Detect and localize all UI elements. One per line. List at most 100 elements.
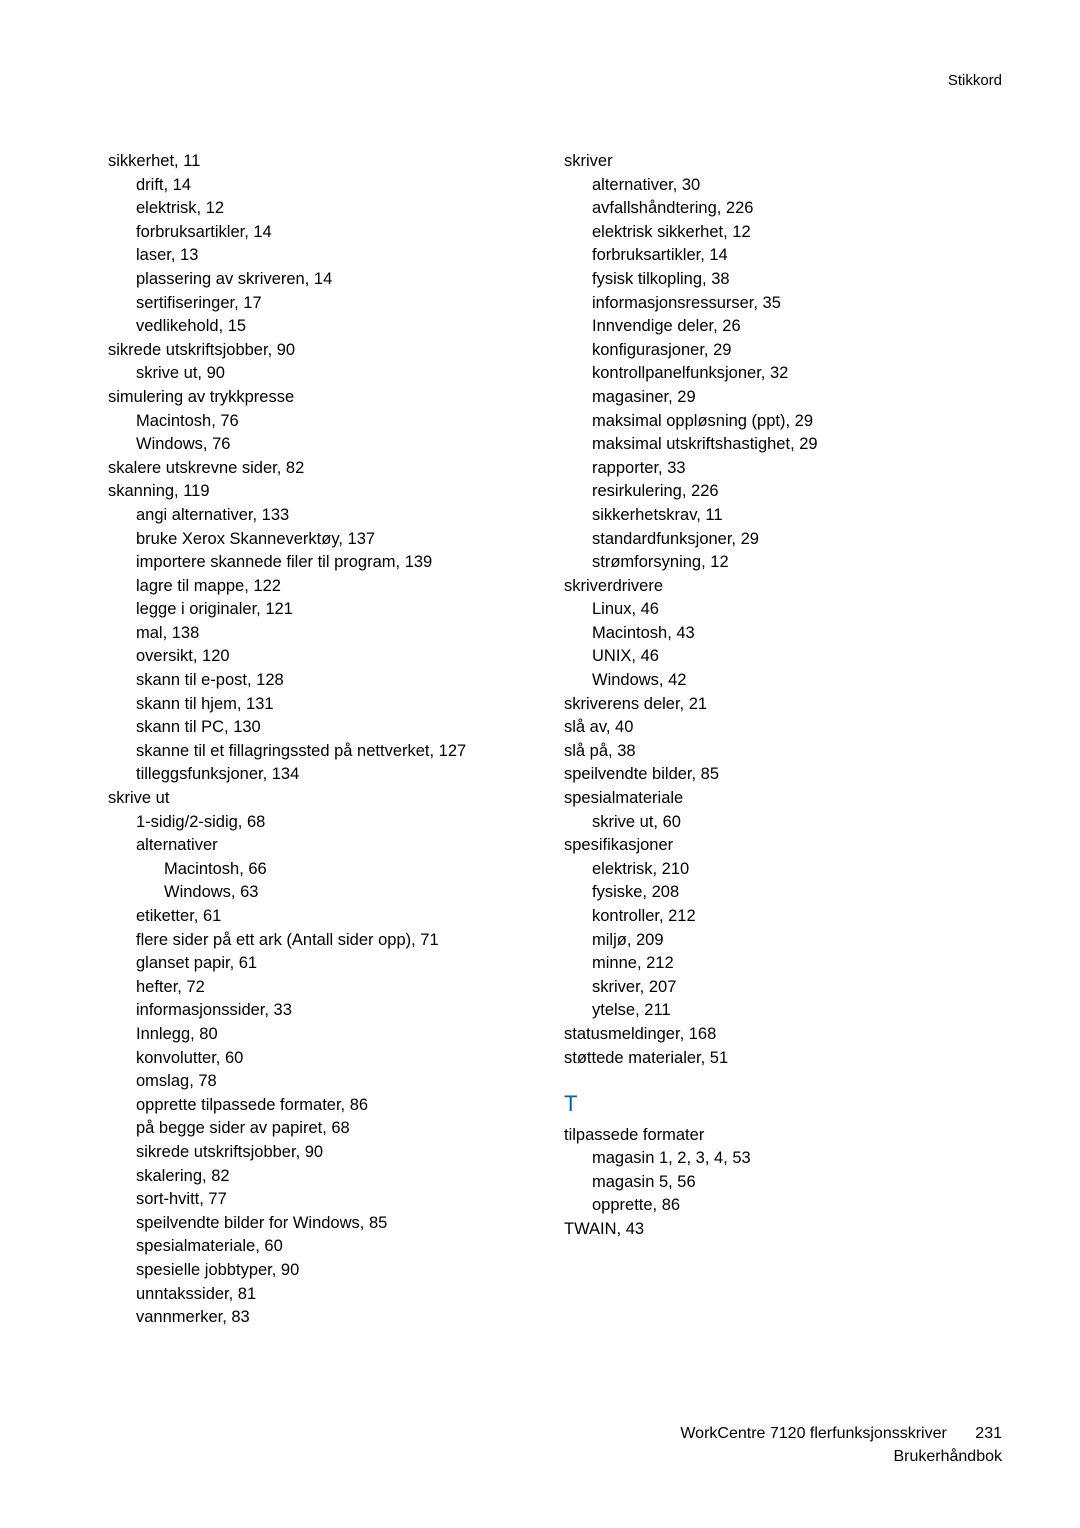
- index-entry: konfigurasjoner, 29: [592, 339, 1002, 363]
- index-entry: lagre til mappe, 122: [136, 575, 546, 599]
- index-content: sikkerhet, 11drift, 14elektrisk, 12forbr…: [108, 150, 1002, 1330]
- page-footer: WorkCentre 7120 flerfunksjonsskriver 231…: [680, 1423, 1002, 1468]
- index-entry: elektrisk sikkerhet, 12: [592, 221, 1002, 245]
- index-entry: kontroller, 212: [592, 905, 1002, 929]
- index-entry: ytelse, 211: [592, 999, 1002, 1023]
- index-entry: elektrisk, 12: [136, 197, 546, 221]
- index-entry: glanset papir, 61: [136, 952, 546, 976]
- index-entry: TWAIN, 43: [564, 1218, 1002, 1242]
- page-header-title: Stikkord: [948, 72, 1002, 89]
- index-entry: skrive ut, 90: [136, 362, 546, 386]
- index-entry: forbruksartikler, 14: [136, 221, 546, 245]
- index-entry: etiketter, 61: [136, 905, 546, 929]
- index-entry: sikkerhetskrav, 11: [592, 504, 1002, 528]
- index-entry: UNIX, 46: [592, 645, 1002, 669]
- index-entry: kontrollpanelfunksjoner, 32: [592, 362, 1002, 386]
- index-entry: skriver: [564, 150, 1002, 174]
- index-entry: drift, 14: [136, 174, 546, 198]
- index-entry: skriverdrivere: [564, 575, 1002, 599]
- index-entry: spesifikasjoner: [564, 834, 1002, 858]
- section-letter-t: T: [564, 1088, 1002, 1119]
- index-entry: tilpassede formater: [564, 1124, 1002, 1148]
- index-entry: unntakssider, 81: [136, 1283, 546, 1307]
- index-entry: konvolutter, 60: [136, 1047, 546, 1071]
- index-entry: skalere utskrevne sider, 82: [108, 457, 546, 481]
- index-entry: fysisk tilkopling, 38: [592, 268, 1002, 292]
- index-entry: tilleggsfunksjoner, 134: [136, 763, 546, 787]
- index-entry: speilvendte bilder, 85: [564, 763, 1002, 787]
- index-entry: avfallshåndtering, 226: [592, 197, 1002, 221]
- footer-page-number: 231: [975, 1423, 1002, 1445]
- footer-doc-title: Brukerhåndbok: [893, 1448, 1002, 1465]
- index-entry: oversikt, 120: [136, 645, 546, 669]
- index-entry: importere skannede filer til program, 13…: [136, 551, 546, 575]
- index-entry: magasiner, 29: [592, 386, 1002, 410]
- index-entry: skann til PC, 130: [136, 716, 546, 740]
- index-entry: skalering, 82: [136, 1165, 546, 1189]
- index-entry: Linux, 46: [592, 598, 1002, 622]
- index-entry: strømforsyning, 12: [592, 551, 1002, 575]
- index-entry: skriver, 207: [592, 976, 1002, 1000]
- index-entry: skrive ut, 60: [592, 811, 1002, 835]
- index-column-right: skriveralternativer, 30avfallshåndtering…: [564, 150, 1002, 1330]
- index-entry: minne, 212: [592, 952, 1002, 976]
- index-entry: omslag, 78: [136, 1070, 546, 1094]
- index-entry: Innlegg, 80: [136, 1023, 546, 1047]
- index-entry: Windows, 42: [592, 669, 1002, 693]
- index-entry: maksimal oppløsning (ppt), 29: [592, 410, 1002, 434]
- index-entry: standardfunksjoner, 29: [592, 528, 1002, 552]
- index-entry: rapporter, 33: [592, 457, 1002, 481]
- index-entry: på begge sider av papiret, 68: [136, 1117, 546, 1141]
- index-entry: simulering av trykkpresse: [108, 386, 546, 410]
- index-entry: resirkulering, 226: [592, 480, 1002, 504]
- index-entry: angi alternativer, 133: [136, 504, 546, 528]
- index-entry: spesialmateriale, 60: [136, 1235, 546, 1259]
- index-entry: Macintosh, 66: [164, 858, 546, 882]
- index-entry: Windows, 63: [164, 881, 546, 905]
- index-entry: skann til hjem, 131: [136, 693, 546, 717]
- index-entry: sort-hvitt, 77: [136, 1188, 546, 1212]
- index-entry: spesialmateriale: [564, 787, 1002, 811]
- index-entry: forbruksartikler, 14: [592, 244, 1002, 268]
- index-entry: Macintosh, 43: [592, 622, 1002, 646]
- footer-product: WorkCentre 7120 flerfunksjonsskriver: [680, 1425, 946, 1442]
- index-entry: mal, 138: [136, 622, 546, 646]
- index-entry: skriverens deler, 21: [564, 693, 1002, 717]
- index-entry: skanning, 119: [108, 480, 546, 504]
- index-entry: magasin 1, 2, 3, 4, 53: [592, 1147, 1002, 1171]
- index-entry: vedlikehold, 15: [136, 315, 546, 339]
- index-entry: sertifiseringer, 17: [136, 292, 546, 316]
- index-entry: statusmeldinger, 168: [564, 1023, 1002, 1047]
- index-entry: alternativer: [136, 834, 546, 858]
- index-entry: plassering av skriveren, 14: [136, 268, 546, 292]
- index-entry: skann til e-post, 128: [136, 669, 546, 693]
- index-entry: laser, 13: [136, 244, 546, 268]
- index-entry: miljø, 209: [592, 929, 1002, 953]
- index-entry: legge i originaler, 121: [136, 598, 546, 622]
- index-entry: opprette tilpassede formater, 86: [136, 1094, 546, 1118]
- index-column-left: sikkerhet, 11drift, 14elektrisk, 12forbr…: [108, 150, 546, 1330]
- index-entry: slå på, 38: [564, 740, 1002, 764]
- index-entry: sikrede utskriftsjobber, 90: [108, 339, 546, 363]
- index-entry: elektrisk, 210: [592, 858, 1002, 882]
- index-entry: speilvendte bilder for Windows, 85: [136, 1212, 546, 1236]
- index-entry: støttede materialer, 51: [564, 1047, 1002, 1071]
- index-entry: informasjonssider, 33: [136, 999, 546, 1023]
- index-entry: sikkerhet, 11: [108, 150, 546, 174]
- index-entry: spesielle jobbtyper, 90: [136, 1259, 546, 1283]
- index-entry: Innvendige deler, 26: [592, 315, 1002, 339]
- index-entry: magasin 5, 56: [592, 1171, 1002, 1195]
- index-entry: skrive ut: [108, 787, 546, 811]
- index-entry: fysiske, 208: [592, 881, 1002, 905]
- index-entry: 1-sidig/2-sidig, 68: [136, 811, 546, 835]
- index-entry: vannmerker, 83: [136, 1306, 546, 1330]
- index-entry: Windows, 76: [136, 433, 546, 457]
- index-entry: skanne til et fillagringssted på nettver…: [136, 740, 546, 764]
- index-entry: alternativer, 30: [592, 174, 1002, 198]
- index-entry: informasjonsressurser, 35: [592, 292, 1002, 316]
- index-entry: Macintosh, 76: [136, 410, 546, 434]
- index-entry: flere sider på ett ark (Antall sider opp…: [136, 929, 546, 953]
- index-entry: maksimal utskriftshastighet, 29: [592, 433, 1002, 457]
- index-entry: hefter, 72: [136, 976, 546, 1000]
- index-entry: sikrede utskriftsjobber, 90: [136, 1141, 546, 1165]
